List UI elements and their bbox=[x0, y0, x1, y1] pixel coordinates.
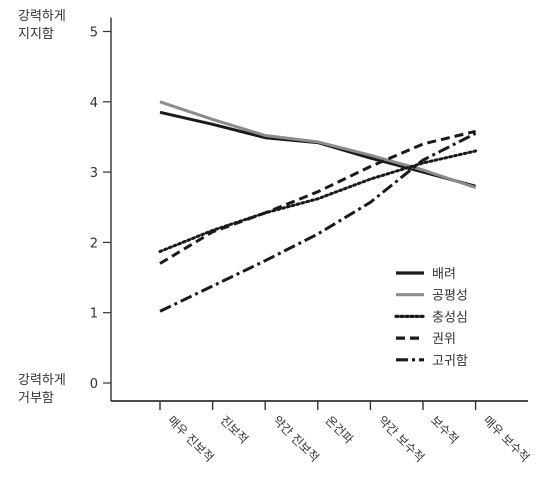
y-tick-label: 0 bbox=[90, 377, 98, 392]
x-tick-label: 약간 보수적 bbox=[375, 413, 427, 465]
legend-label: 고귀함 bbox=[432, 354, 468, 369]
series-line bbox=[158, 149, 478, 253]
y-tick-label: 3 bbox=[90, 166, 98, 181]
x-tick-label: 온건파 bbox=[323, 413, 356, 446]
x-tick-label: 약간 진보적 bbox=[270, 413, 322, 465]
series-line bbox=[159, 100, 477, 190]
y-tick-label: 2 bbox=[90, 236, 98, 251]
y-label-top: 강력하게 bbox=[18, 9, 66, 24]
axes: 매우 진보적 진보적 약간 진보적 온건파 약간 보수적 보수적 매우 보수적 bbox=[103, 17, 532, 465]
series-lines bbox=[158, 100, 478, 313]
y-label-bottom: 강력하게 bbox=[18, 373, 66, 388]
y-label-bottom: 거부함 bbox=[18, 391, 54, 406]
y-tick-label: 4 bbox=[90, 96, 98, 111]
y-label-top: 지지함 bbox=[18, 27, 54, 42]
series-line bbox=[159, 132, 477, 313]
y-tick-label: 5 bbox=[90, 26, 98, 41]
legend-label: 충성심 bbox=[432, 310, 468, 325]
x-tick-label: 진보적 bbox=[217, 413, 250, 446]
series-line bbox=[159, 110, 476, 188]
legend-label: 권위 bbox=[432, 332, 456, 347]
x-tick-label: 매우 진보적 bbox=[165, 413, 217, 465]
series-line bbox=[159, 129, 476, 265]
legend-label: 배려 bbox=[432, 267, 456, 282]
x-tick-label: 보수적 bbox=[428, 413, 461, 446]
y-tick-label: 1 bbox=[90, 307, 98, 322]
x-tick-label: 매우 보수적 bbox=[480, 413, 532, 465]
legend-label: 공평성 bbox=[432, 289, 468, 304]
